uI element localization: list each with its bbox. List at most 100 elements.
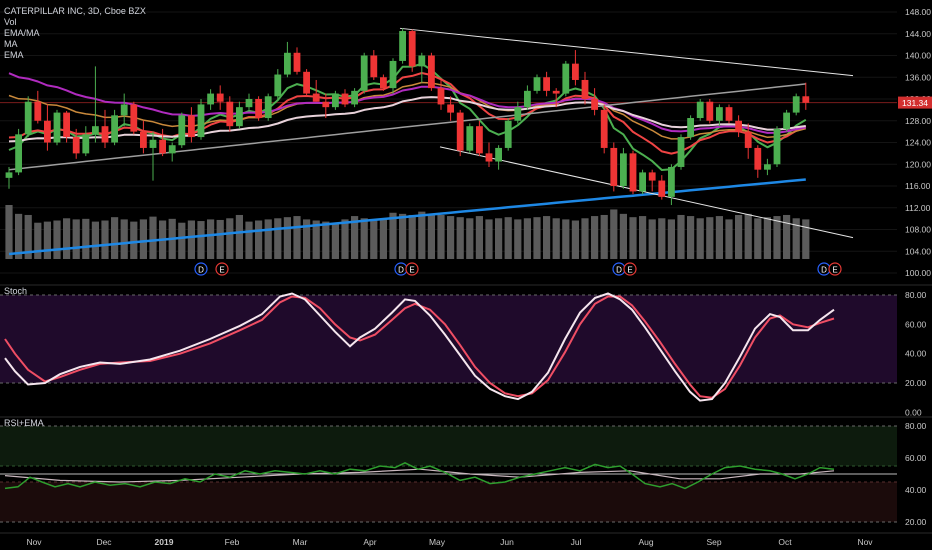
candle-body — [514, 107, 522, 121]
candle-body — [754, 147, 762, 170]
candle-body — [562, 63, 570, 94]
volume-bar — [111, 217, 119, 259]
price-tick-label: 108.00 — [905, 225, 931, 235]
candlesticks[interactable] — [5, 28, 810, 206]
candle-body — [284, 52, 291, 75]
volume-bar — [629, 217, 637, 259]
candle-body — [207, 93, 214, 105]
volume-bar — [187, 220, 195, 259]
lower-trendline — [439, 146, 854, 239]
candle-body — [399, 31, 406, 61]
volume-bar — [303, 219, 311, 259]
marker-letter: D — [616, 266, 622, 275]
volume-bar — [495, 218, 503, 259]
candle-body — [456, 112, 464, 151]
ma-purple-line — [8, 72, 806, 134]
candle-body — [677, 137, 685, 167]
price-tick-label: 128.00 — [905, 116, 931, 126]
volume-bar — [43, 221, 51, 259]
marker-letter: E — [409, 266, 414, 275]
candle-body — [533, 77, 541, 91]
volume-bar — [523, 218, 531, 259]
candle-body — [581, 79, 589, 99]
earnings-marker — [623, 262, 637, 276]
marker-letter: E — [627, 266, 632, 275]
volume-bar — [543, 216, 551, 259]
volume-bar — [15, 213, 23, 259]
candle-body — [216, 93, 224, 102]
volume-bar — [72, 219, 80, 259]
last-price-badge — [898, 96, 932, 109]
rsi-tick-label: 60.00 — [905, 453, 927, 463]
time-tick-label: 2019 — [155, 537, 174, 547]
trend-lines — [399, 27, 854, 239]
candle-body — [15, 134, 22, 173]
volume-bar — [648, 219, 656, 259]
candle-body — [476, 126, 483, 154]
volume-bar — [216, 219, 224, 259]
volume-bar — [667, 219, 675, 259]
volume-bar — [5, 205, 13, 259]
stoch-tick-label: 20.00 — [905, 378, 927, 388]
time-tick-label: Mar — [293, 537, 308, 547]
candle-body — [764, 164, 771, 170]
price-tick-label: 148.00 — [905, 7, 931, 17]
candle-body — [63, 112, 70, 138]
volume-bar — [312, 220, 320, 259]
volume-bar — [773, 216, 781, 259]
volume-bar — [792, 218, 800, 259]
time-tick-label: Nov — [26, 537, 42, 547]
candle-body — [120, 104, 128, 116]
volume-bar — [34, 222, 42, 259]
volume-bar — [802, 219, 810, 259]
volume-bar — [591, 216, 599, 259]
volume-bar — [514, 219, 522, 259]
volume-bar — [735, 214, 743, 259]
stoch-tick-label: 0.00 — [905, 407, 922, 417]
candle-body — [159, 139, 166, 154]
volume-bar — [255, 220, 263, 259]
volume-bar — [351, 216, 359, 259]
candle-body — [629, 153, 637, 192]
time-tick-label: Oct — [778, 537, 792, 547]
stoch-label: Stoch — [4, 286, 28, 296]
candle-body — [130, 104, 138, 132]
volume-bar — [178, 222, 186, 259]
volume-bar — [264, 219, 272, 259]
candle-body — [53, 112, 61, 143]
volume-bar — [715, 216, 723, 259]
stoch-tick-label: 80.00 — [905, 290, 927, 300]
candle-body — [360, 55, 368, 91]
candle-body — [687, 118, 694, 138]
volume-bar — [207, 219, 215, 259]
price-tick-label: 140.00 — [905, 51, 931, 61]
volume-bar — [475, 216, 483, 259]
rsi-panel: 80.00 60.00 40.00 20.00 — [0, 416, 932, 527]
candle-body — [485, 153, 493, 162]
candle-body — [658, 180, 666, 197]
volume-bar — [447, 216, 455, 259]
candle-body — [149, 139, 157, 148]
candle-body — [101, 126, 109, 143]
volume-bar — [283, 217, 291, 259]
volume-bar — [130, 221, 138, 259]
rsi-label: RSI+EMA — [4, 418, 44, 428]
candle-body — [293, 52, 301, 72]
volume-bar — [24, 214, 32, 259]
stoch-tick-label: 40.00 — [905, 349, 927, 359]
volume-bar — [437, 214, 445, 259]
volume-bar — [639, 216, 647, 259]
price-tick-label: 144.00 — [905, 29, 931, 39]
volume-bar — [562, 219, 570, 259]
ema-slow-line — [8, 81, 806, 140]
volume-bar — [427, 213, 435, 259]
chart-title: CATERPILLAR INC, 3D, Cboe BZX — [4, 6, 146, 16]
candle-body — [341, 93, 349, 105]
time-tick-label: Feb — [225, 537, 240, 547]
ma-gray-line — [8, 83, 806, 171]
earnings-marker — [215, 262, 229, 276]
upper-trendline — [399, 27, 854, 77]
rsi-tick-label: 20.00 — [905, 517, 927, 527]
